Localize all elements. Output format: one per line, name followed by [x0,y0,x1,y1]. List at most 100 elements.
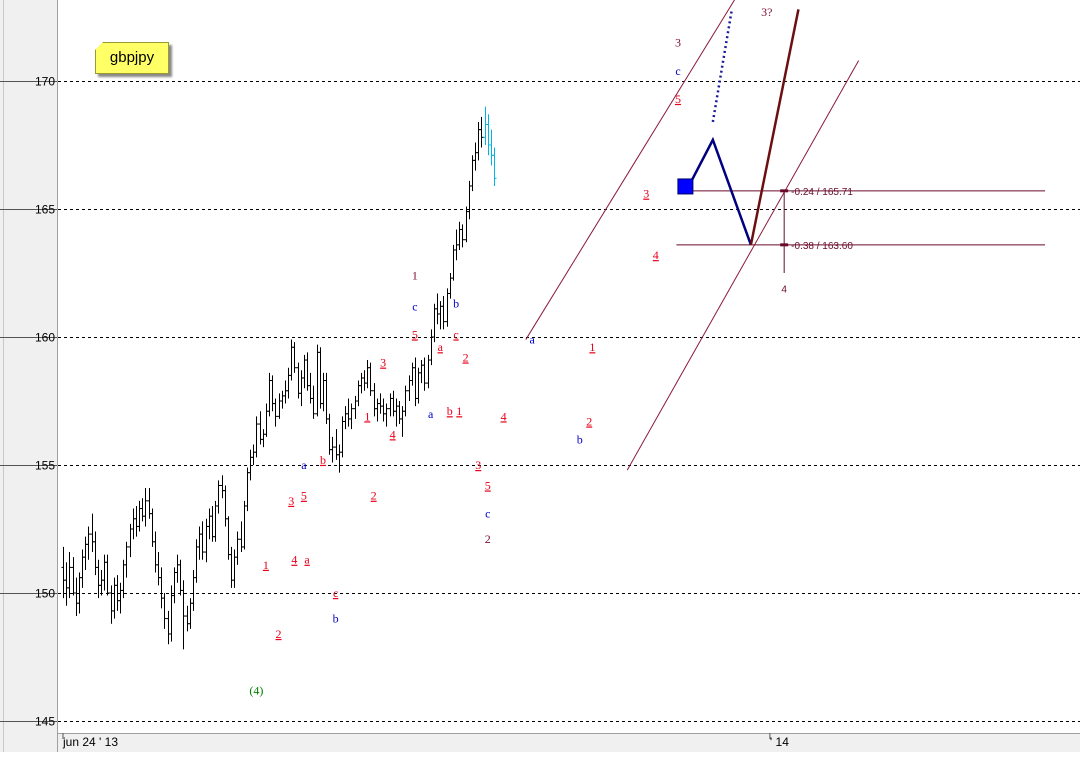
wave-label: 5 [485,478,491,492]
ohlc-bar [156,552,161,586]
y-axis-ticks: 145 150 155 160 165 170 [0,75,57,729]
ohlc-bar [245,467,250,512]
fib-level-label: -0.38 / 163.60 [791,241,853,252]
ohlc-bar [419,360,424,384]
ohlc-bar [476,121,481,161]
wave-label: 4 [390,427,396,441]
ohlc-bar [308,372,313,404]
ohlc-bar [457,221,462,250]
ohlc-bar [105,554,110,596]
wave-label: a [438,340,444,354]
ohlc-bar [112,577,117,619]
wave-label: 2 [463,350,469,364]
y-tick-label: 160 [35,331,55,345]
wave-label: b [447,404,453,418]
ohlc-bar [235,531,240,565]
ohlc-bar [356,380,361,407]
y-tick-label: 170 [35,75,55,89]
ohlc-bar [438,301,443,330]
ohlc-bar [330,436,335,463]
ohlc-bar [327,413,332,455]
ohlc-bar [280,390,285,409]
ohlc-bar [229,546,234,588]
ohlc-bar [289,339,294,381]
wave-label: 2 [485,532,491,546]
projection-path-blue [686,136,753,246]
ohlc-bar [286,367,291,399]
wave-label: 1 [364,409,370,423]
ohlc-bar [378,393,383,414]
wave-label: 2 [276,627,282,641]
ohlc-bar [394,398,399,427]
ohlc-bar [321,372,326,412]
wave-label: b [320,453,326,467]
ohlc-bar [181,580,186,650]
wave-label: (4) [249,683,263,697]
x-axis-ticks: jun 24 ' 13 ' 14 [62,733,789,749]
ohlc-bar [397,401,402,425]
ohlc-bar [391,390,396,417]
wave-label: 3? [761,5,772,19]
ohlc-bar [410,362,415,386]
ohlc-bar [143,488,148,527]
ohlc-bar [375,398,380,422]
ohlc-bar [93,531,98,576]
wave-label: a [304,553,310,567]
wave-label: 3 [643,187,649,201]
ohlc-bar [67,552,72,599]
ohlc-bar [299,370,304,407]
ohlc-bar [216,480,221,514]
ohlc-bar [261,429,266,448]
ohlc-bar [153,531,158,573]
wave-label: a [301,458,307,472]
wave-label: 4 [501,409,507,423]
ohlc-bar [71,557,76,596]
ohlc-bar [372,383,377,417]
ohlc-bar [61,546,66,599]
ohlc-bar [305,352,310,391]
wave-label: 5 [301,489,307,503]
ohlc-bar [388,393,393,417]
y-tick-label: 145 [35,715,55,729]
ohlc-bar [435,293,440,325]
ohlc-bar [109,585,114,624]
ohlc-bar [90,513,95,553]
ohlc-bar [232,549,237,588]
ohlc-bar [479,116,484,148]
ohlc-bar [492,147,497,186]
ohlc-bar [445,288,450,327]
ohlc-bar [441,296,446,330]
wave-label: c [333,586,338,600]
wave-label: c [485,507,490,521]
ohlc-bar [264,403,269,437]
ohlc-bar [473,142,478,171]
ohlc-bar [74,577,79,617]
ohlc-bar [131,508,136,540]
y-tick-label: 150 [35,587,55,601]
ohlc-bar [150,508,155,547]
wave-label: c [675,64,680,78]
wave-label: 1 [589,340,595,354]
ohlc-bar [429,329,434,366]
ohlc-bar [185,605,190,632]
ohlc-bar [159,567,164,609]
ohlc-bar [422,357,427,391]
wave-label: 4 [653,248,659,262]
wave-label: 3 [475,458,481,472]
x-axis-panel [58,733,1080,752]
y-tick-label: 155 [35,459,55,473]
ohlc-bar [334,429,339,460]
ohlc-bar [311,385,316,419]
ohlc-bar [188,598,193,629]
ohlc-bar [175,554,180,583]
ohlc-bar [448,273,453,299]
ohlc-bar [251,444,256,465]
wave-label: 3 [380,356,386,370]
ohlc-bar [200,521,205,560]
ohlc-bar [337,444,342,473]
symbol-note[interactable]: gbpjpy [95,42,169,74]
ohlc-bar [407,375,412,401]
ohlc-bar [134,505,139,537]
